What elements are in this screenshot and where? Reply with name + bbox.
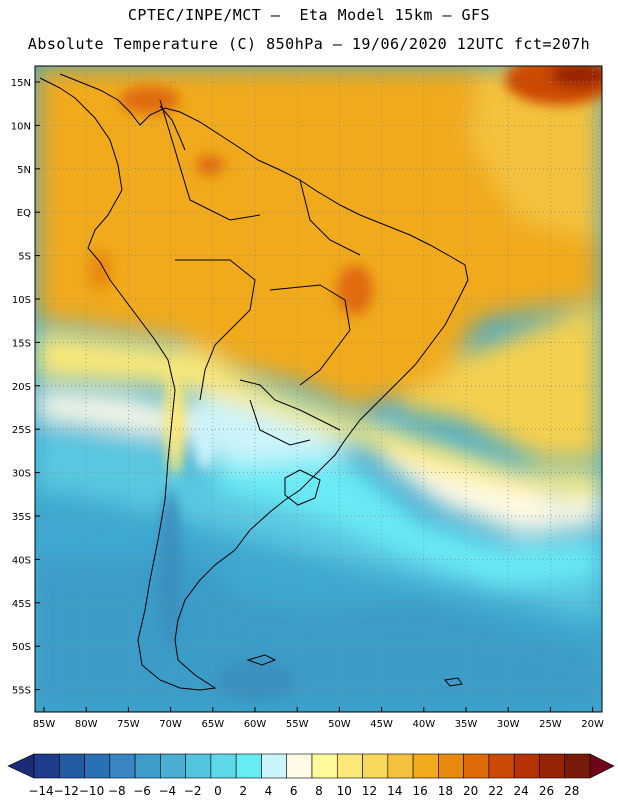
colorbar-swatch xyxy=(185,753,212,779)
lat-tick-label: 20S xyxy=(12,382,31,393)
lat-tick-label: 50S xyxy=(12,642,31,653)
lon-tick-label: 45W xyxy=(370,719,393,730)
colorbar-swatch xyxy=(564,753,591,779)
colorbar-swatch xyxy=(210,753,237,779)
lat-tick-label: 45S xyxy=(12,599,31,610)
lon-tick-label: 25W xyxy=(539,719,562,730)
lon-tick-label: 30W xyxy=(497,719,520,730)
colorbar-swatch xyxy=(438,753,464,779)
colorbar-swatch xyxy=(58,753,85,779)
colorbar-swatch xyxy=(109,753,136,779)
lat-tick-label: 35S xyxy=(12,512,31,523)
lat-tick-label: 15N xyxy=(11,78,31,89)
lon-tick-label: 60W xyxy=(244,719,267,730)
title-line-2: Absolute Temperature (C) 850hPa – 19/06/… xyxy=(27,35,591,53)
colorbar-swatch xyxy=(311,753,338,779)
colorbar-label: 8 xyxy=(315,784,323,798)
coastlines xyxy=(39,73,469,691)
lon-tick-label: 35W xyxy=(455,719,478,730)
colorbar-label: 16 xyxy=(412,784,427,798)
lat-tick-label: 25S xyxy=(12,425,31,436)
colorbar-swatch xyxy=(160,753,186,779)
lat-tick-label: 10S xyxy=(12,295,31,306)
lat-tick-label: 5N xyxy=(17,165,31,176)
colorbar: −14 −12 −10 −8 −6 −4 −2 0 2 4 6 8 10 12 14 16 18 20 22 24 26… xyxy=(7,753,615,798)
colorbar-swatch xyxy=(539,753,566,779)
colorbar-swatch xyxy=(235,753,262,779)
lon-tick-label: 75W xyxy=(117,719,140,730)
colorbar-label: 0 xyxy=(214,784,222,798)
lon-tick-label: 40W xyxy=(412,719,435,730)
latitude-labels: 15N 10N 5N EQ 5S 10S 15S 20S 25S 30S 35S 40S 45S 50S 5… xyxy=(11,78,40,697)
colorbar-label: 14 xyxy=(387,784,402,798)
colorbar-label: 2 xyxy=(239,784,247,798)
colorbar-swatch xyxy=(286,753,313,779)
colorbar-label: 12 xyxy=(362,784,377,798)
colorbar-swatch xyxy=(134,753,161,779)
colorbar-swatch xyxy=(336,753,363,779)
map-frame xyxy=(34,65,603,713)
colorbar-label: −2 xyxy=(184,784,202,798)
colorbar-swatch xyxy=(488,753,515,779)
colorbar-label: 24 xyxy=(514,784,529,798)
colorbar-swatch xyxy=(463,753,490,779)
colorbar-high-arrow xyxy=(589,753,615,779)
lon-tick-label: 20W xyxy=(581,719,604,730)
temperature-field xyxy=(35,66,602,712)
colorbar-label: −10 xyxy=(79,784,104,798)
lat-tick-label: 5S xyxy=(18,252,31,263)
title-line-1: CPTEC/INPE/MCT – Eta Model 15km – GFS xyxy=(127,6,491,24)
colorbar-label: −4 xyxy=(159,784,177,798)
colorbar-swatch xyxy=(33,753,60,779)
colorbar-swatch xyxy=(261,753,288,779)
colorbar-label: 28 xyxy=(564,784,579,798)
lon-tick-label: 55W xyxy=(286,719,309,730)
colorbar-label: 4 xyxy=(265,784,273,798)
colorbar-label: −8 xyxy=(108,784,126,798)
colorbar-label: 20 xyxy=(463,784,478,798)
lat-tick-label: 10N xyxy=(11,121,31,132)
colorbar-swatch xyxy=(513,753,540,779)
lat-tick-label: 40S xyxy=(12,555,31,566)
colorbar-label: −6 xyxy=(133,784,151,798)
colorbar-label: 26 xyxy=(539,784,554,798)
colorbar-swatch xyxy=(362,753,389,779)
colorbar-label: 18 xyxy=(438,784,453,798)
colorbar-swatch xyxy=(412,753,439,779)
lon-tick-label: 50W xyxy=(328,719,351,730)
colorbar-label: 10 xyxy=(337,784,352,798)
longitude-labels: 85W 80W 75W 70W 65W 60W 55W 50W 45W 40W 35W 30W 25W 2… xyxy=(33,707,604,730)
colorbar-swatch xyxy=(387,753,414,779)
colorbar-label: 22 xyxy=(488,784,503,798)
lat-lon-grid xyxy=(35,66,602,712)
colorbar-swatch xyxy=(84,753,111,779)
colorbar-label: −14 xyxy=(28,784,53,798)
lat-tick-label: 55S xyxy=(12,686,31,697)
lon-tick-label: 70W xyxy=(159,719,182,730)
colorbar-low-arrow xyxy=(7,753,35,779)
colorbar-label: −12 xyxy=(54,784,79,798)
lon-tick-label: 85W xyxy=(33,719,56,730)
colorbar-label: 6 xyxy=(290,784,298,798)
lat-tick-label: 15S xyxy=(12,338,31,349)
lat-tick-label: EQ xyxy=(17,208,31,219)
lon-tick-label: 65W xyxy=(201,719,224,730)
lon-tick-label: 80W xyxy=(75,719,98,730)
lat-tick-label: 30S xyxy=(12,469,31,480)
